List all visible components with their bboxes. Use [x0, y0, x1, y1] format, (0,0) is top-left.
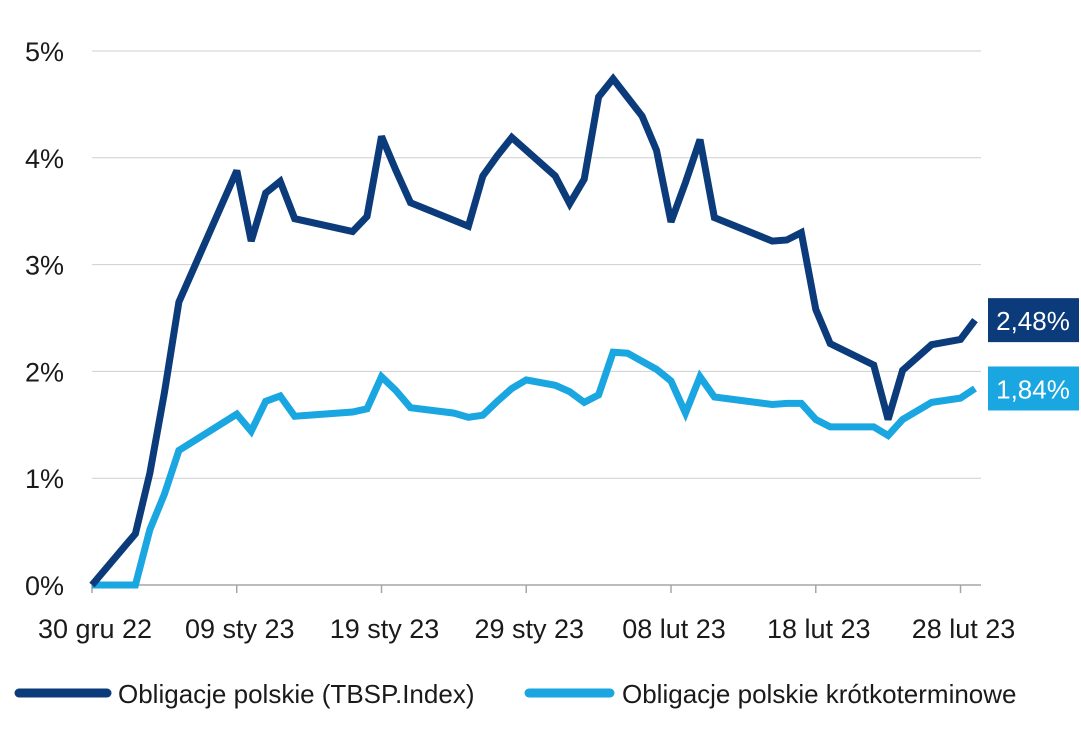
end-label-1: 2,48% — [988, 298, 1079, 343]
series-line-2 — [92, 348, 977, 589]
end-label-box — [988, 298, 1079, 343]
y-tick-label: 0% — [25, 571, 64, 601]
series-lines — [89, 73, 978, 589]
x-tick-label: 09 sty 23 — [185, 614, 295, 644]
x-tick-label: 30 gru 22 — [38, 614, 152, 644]
legend-item-2: Obligacje polskie krótkoterminowe — [524, 679, 1017, 709]
end-label-text: 1,84% — [996, 374, 1070, 404]
legend-label: Obligacje polskie (TBSP.Index) — [118, 679, 474, 709]
x-tick-label: 28 lut 23 — [912, 614, 1016, 644]
y-tick-label: 5% — [25, 37, 64, 67]
y-axis: 0% 1% 2% 3% 4% 5% — [25, 37, 64, 601]
x-tick-label: 19 sty 23 — [330, 614, 440, 644]
x-tick-label: 08 lut 23 — [622, 614, 726, 644]
y-tick-label: 4% — [25, 144, 64, 174]
y-tick-label: 3% — [25, 251, 64, 281]
x-axis: 30 gru 22 09 sty 23 19 sty 23 29 sty 23 08 l… — [38, 584, 1016, 644]
end-label-text: 2,48% — [996, 306, 1070, 336]
series-line-1 — [89, 73, 978, 588]
legend: Obligacje polskie (TBSP.Index) Obligacje … — [14, 679, 1017, 709]
legend-label: Obligacje polskie krótkoterminowe — [622, 679, 1017, 709]
end-label-2: 1,84% — [988, 366, 1079, 411]
gridlines — [92, 50, 981, 479]
end-labels: 2,48% 1,84% — [988, 298, 1079, 411]
end-label-box — [988, 366, 1079, 411]
legend-item-1: Obligacje polskie (TBSP.Index) — [14, 679, 474, 709]
y-tick-label: 2% — [25, 357, 64, 387]
x-tick-label: 18 lut 23 — [767, 614, 871, 644]
x-tick-label: 29 sty 23 — [474, 614, 584, 644]
y-tick-label: 1% — [25, 464, 64, 494]
